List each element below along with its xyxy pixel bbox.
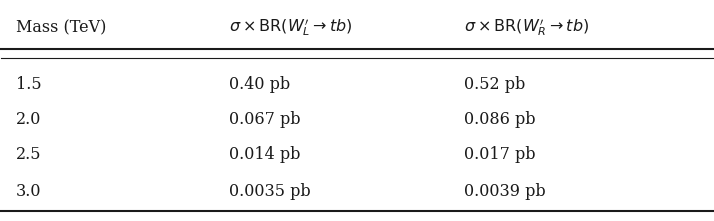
Text: 0.0039 pb: 0.0039 pb [463,183,545,200]
Text: 2.5: 2.5 [16,146,41,163]
Text: Mass (TeV): Mass (TeV) [16,19,106,36]
Text: 0.067 pb: 0.067 pb [229,111,301,128]
Text: 0.40 pb: 0.40 pb [229,76,290,93]
Text: 2.0: 2.0 [16,111,41,128]
Text: 0.0035 pb: 0.0035 pb [229,183,311,200]
Text: 1.5: 1.5 [16,76,41,93]
Text: 0.017 pb: 0.017 pb [463,146,536,163]
Text: $\sigma \times \mathrm{BR}(W_L^{\prime} \rightarrow tb)$: $\sigma \times \mathrm{BR}(W_L^{\prime} … [229,17,353,38]
Text: 0.52 pb: 0.52 pb [463,76,525,93]
Text: 3.0: 3.0 [16,183,41,200]
Text: 0.014 pb: 0.014 pb [229,146,301,163]
Text: 0.086 pb: 0.086 pb [463,111,536,128]
Text: $\sigma \times \mathrm{BR}(W_R^{\prime} \rightarrow tb)$: $\sigma \times \mathrm{BR}(W_R^{\prime} … [463,17,589,38]
